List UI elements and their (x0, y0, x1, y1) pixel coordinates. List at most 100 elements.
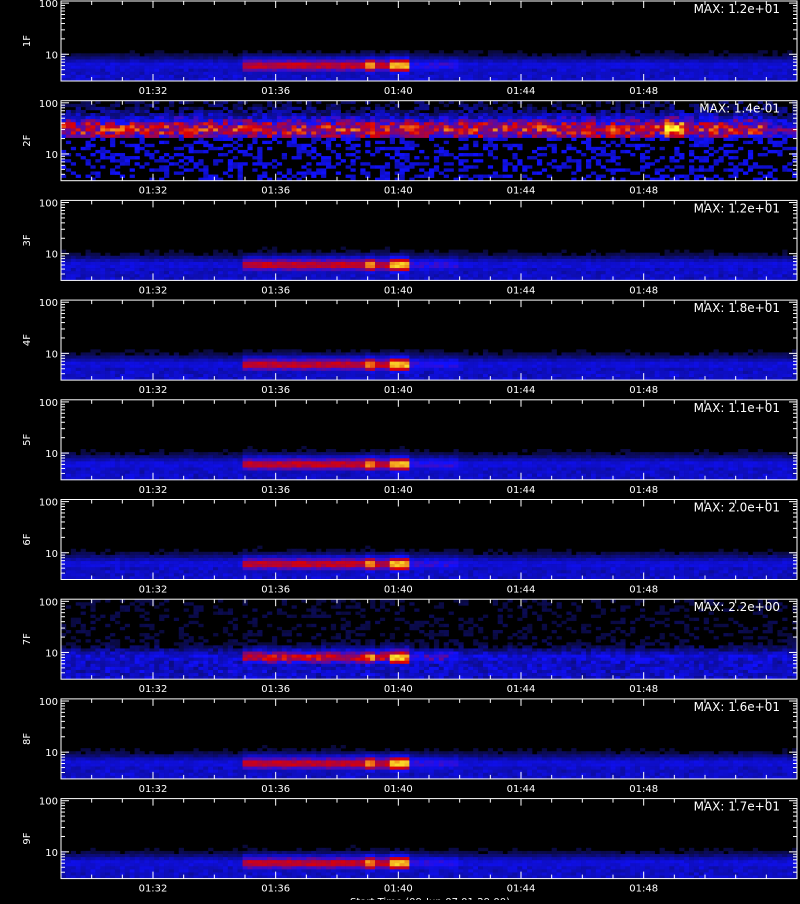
heatmap-cell (463, 259, 468, 262)
heatmap-cell (90, 262, 95, 265)
heatmap-cell (674, 265, 679, 268)
heatmap-cell (223, 101, 228, 104)
heatmap-cell (130, 59, 135, 62)
heatmap-cell (198, 168, 203, 171)
heatmap-cell (321, 72, 326, 75)
heatmap-cell (625, 268, 630, 271)
heatmap-cell (566, 262, 571, 265)
heatmap-cell (493, 171, 498, 174)
heatmap-cell (434, 265, 439, 268)
heatmap-cell (311, 119, 316, 122)
heatmap-cell (581, 271, 586, 274)
heatmap-cell (86, 147, 91, 150)
heatmap-cell (277, 262, 282, 265)
heatmap-cell (640, 135, 645, 138)
heatmap-cell (169, 253, 174, 256)
heatmap-cell (297, 156, 302, 159)
heatmap-cell (125, 135, 130, 138)
heatmap-cell (311, 116, 316, 119)
heatmap-cell (262, 265, 267, 268)
heatmap-cell (728, 144, 733, 147)
heatmap-cell (444, 253, 449, 256)
heatmap-cell (645, 63, 650, 66)
heatmap-cell (601, 262, 606, 265)
heatmap-cell (326, 268, 331, 271)
heatmap-cell (576, 66, 581, 69)
heatmap-cell (640, 144, 645, 147)
heatmap-cell (596, 271, 601, 274)
heatmap-cell (650, 53, 655, 56)
heatmap-cell (699, 141, 704, 144)
heatmap-cell (478, 56, 483, 59)
heatmap-cell (341, 119, 346, 122)
heatmap-cell (532, 119, 537, 122)
heatmap-cell (561, 271, 566, 274)
heatmap-cell (144, 66, 149, 69)
heatmap-cell (463, 175, 468, 178)
heatmap-cell (463, 274, 468, 277)
heatmap-cell (409, 110, 414, 113)
heatmap-cell (439, 63, 444, 66)
heatmap-cell (454, 122, 459, 125)
heatmap-cell (503, 159, 508, 162)
heatmap-cell (400, 56, 405, 59)
heatmap-cell (257, 250, 262, 253)
heatmap-cell (522, 107, 527, 110)
heatmap-cell (360, 72, 365, 75)
heatmap-cell (665, 271, 670, 274)
heatmap-cell (444, 63, 449, 66)
heatmap-cell (385, 63, 390, 66)
heatmap-cell (542, 256, 547, 259)
heatmap-cell (728, 156, 733, 159)
heatmap-cell (561, 259, 566, 262)
heatmap-cell (252, 113, 257, 116)
heatmap-cell (630, 128, 635, 131)
heatmap-cell (390, 128, 395, 131)
heatmap-cell (149, 125, 154, 128)
heatmap-cell (449, 253, 454, 256)
heatmap-cell (434, 268, 439, 271)
heatmap-cell (375, 271, 380, 274)
heatmap-cell (164, 159, 169, 162)
heatmap-cell (316, 56, 321, 59)
heatmap-cell (787, 147, 792, 150)
heatmap-cell (689, 116, 694, 119)
heatmap-cell (674, 268, 679, 271)
heatmap-cell (282, 259, 287, 262)
heatmap-cell (463, 104, 468, 107)
heatmap-cell (586, 175, 591, 178)
heatmap-cell (449, 135, 454, 138)
heatmap-cell (125, 116, 130, 119)
heatmap-cell (458, 135, 463, 138)
x-tick-label: 01:44 (507, 86, 536, 97)
heatmap-cell (228, 253, 233, 256)
heatmap-cell (193, 268, 198, 271)
heatmap-cell (665, 50, 670, 53)
heatmap-cell (90, 119, 95, 122)
heatmap-cell (630, 75, 635, 78)
heatmap-cell (606, 66, 611, 69)
heatmap-cell (174, 131, 179, 134)
heatmap-cell (326, 69, 331, 72)
heatmap-cell (674, 150, 679, 153)
heatmap-cell (576, 119, 581, 122)
heatmap-cell (243, 150, 248, 153)
heatmap-cell (257, 259, 262, 262)
heatmap-cell (301, 135, 306, 138)
heatmap-cell (679, 125, 684, 128)
heatmap-cell (174, 253, 179, 256)
heatmap-cell (439, 253, 444, 256)
heatmap-cell (561, 75, 566, 78)
heatmap-cell (674, 153, 679, 156)
heatmap-cell (184, 66, 189, 69)
heatmap-cell (287, 101, 292, 104)
heatmap-cell (424, 171, 429, 174)
heatmap-cell (571, 135, 576, 138)
heatmap-cell (395, 125, 400, 128)
heatmap-cell (424, 113, 429, 116)
heatmap-cell (503, 66, 508, 69)
heatmap-cell (238, 259, 243, 262)
heatmap-cell (326, 104, 331, 107)
heatmap-cell (709, 119, 714, 122)
heatmap-cell (571, 53, 576, 56)
